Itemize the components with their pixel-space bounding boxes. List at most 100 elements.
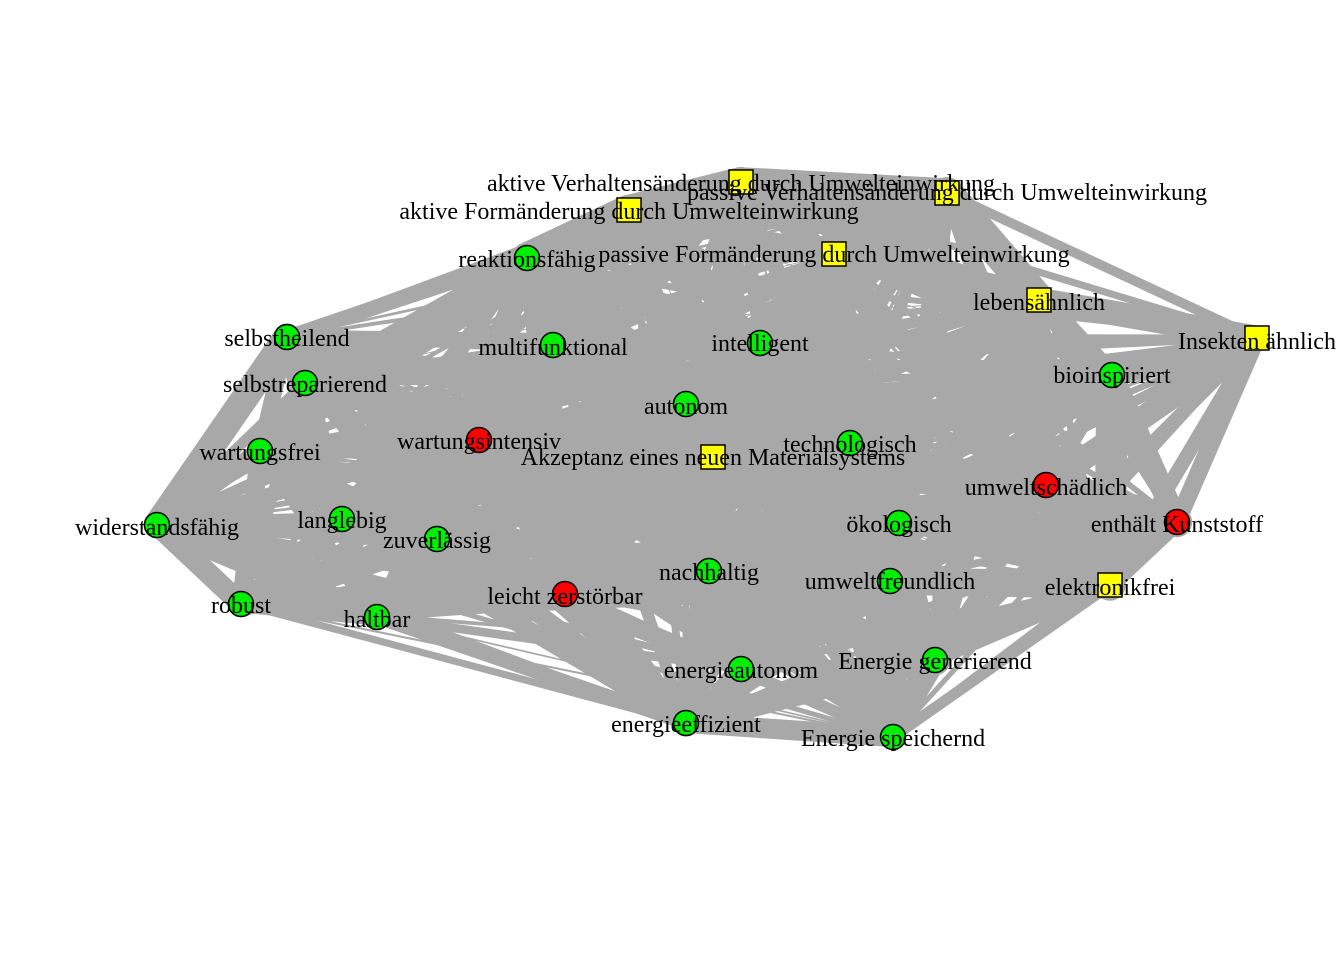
- edge-reaktionsfaehig-intelligent: [512, 243, 775, 358]
- edge-leicht-zerstoerbar-energieeffizient: [557, 586, 694, 731]
- node-zuverlaessig: [423, 525, 451, 553]
- edge-haltbar-energieautonom: [372, 612, 746, 674]
- edge-robust-energie-speichernd: [239, 602, 895, 739]
- edge-bioinspiriert-enthaelt-kunststoff: [1100, 363, 1189, 534]
- node-reaktionsfaehig: [513, 244, 541, 272]
- node-widerstandsfaehig: [143, 511, 171, 539]
- node-umweltfreundlich: [876, 567, 904, 595]
- node-energie-generierend: [921, 646, 949, 674]
- edge-wartungsintensiv-technologisch: [469, 430, 860, 453]
- node-label-multifunktional: multifunktional: [478, 335, 628, 361]
- node-label-umweltschaedlich: umweltschädlich: [965, 475, 1128, 501]
- edge-technologisch-langlebig: [339, 440, 853, 522]
- labels-layer: aktive Verhaltensänderung durch Umweltei…: [75, 171, 1336, 752]
- edge-leicht-zerstoerbar-energie-generierend: [562, 591, 938, 663]
- node-insekten-aehnlich: [1244, 325, 1270, 351]
- edge-intelligent-bioinspiriert: [756, 339, 1116, 379]
- node-label-aktive-formaenderung: aktive Formänderung durch Umwelteinwirku…: [399, 199, 858, 225]
- nodes-layer: [143, 169, 1270, 751]
- node-aktive-formaenderung: [616, 197, 642, 223]
- node-elektronikfrei: [1097, 572, 1123, 598]
- node-passive-formaenderung: [821, 241, 847, 267]
- node-technologisch: [836, 429, 864, 457]
- edge-wartungsfrei-widerstandsfaehig: [147, 441, 270, 535]
- node-label-energie-speichernd: Energie speichernd: [801, 726, 985, 752]
- node-label-reaktionsfaehig: reaktionsfähig: [458, 247, 595, 273]
- edge-technologisch-widerstandsfaehig: [156, 442, 851, 526]
- node-label-nachhaltig: nachhaltig: [659, 560, 759, 586]
- edge-enthaelt-kunststoff-umweltfreundlich: [886, 518, 1181, 585]
- edge-umweltfreundlich-energieeffizient: [680, 575, 896, 729]
- node-wartungsfrei: [246, 437, 274, 465]
- node-label-widerstandsfaehig: widerstandsfähig: [75, 515, 239, 541]
- edge-insekten-aehnlich-enthaelt-kunststoff: [1168, 329, 1266, 531]
- node-label-oekologisch: ökologisch: [846, 512, 951, 538]
- node-multifunktional: [539, 331, 567, 359]
- node-label-intelligent: intelligent: [711, 331, 809, 357]
- node-bioinspiriert: [1098, 361, 1126, 389]
- node-label-autonom: autonom: [644, 394, 728, 420]
- node-enthaelt-kunststoff: [1163, 508, 1191, 536]
- edge-energie-generierend-energieeffizient: [675, 649, 946, 734]
- node-label-passive-verhaltensaenderung: passive Verhaltensänderung durch Umwelte…: [687, 180, 1207, 206]
- node-energieeffizient: [672, 709, 700, 737]
- edge-reaktionsfaehig-bioinspiriert: [523, 254, 1116, 379]
- node-akzeptanz: [700, 444, 726, 470]
- edge-selbstheilend-widerstandsfaehig: [143, 323, 301, 539]
- node-label-passive-formaenderung: passive Formänderung durch Umwelteinwirk…: [598, 242, 1069, 268]
- node-label-selbstheilend: selbstheilend: [224, 326, 349, 352]
- node-label-selbstreparierend: selbstreparierend: [223, 372, 387, 398]
- node-langlebig: [328, 505, 356, 533]
- node-label-leicht-zerstoerbar: leicht zerstörbar: [487, 584, 642, 610]
- node-autonom: [672, 390, 700, 418]
- node-label-enthaelt-kunststoff: enthält Kunststoff: [1091, 512, 1263, 538]
- node-label-umweltfreundlich: umweltfreundlich: [805, 569, 976, 595]
- node-energieautonom: [727, 655, 755, 683]
- edge-enthaelt-kunststoff-energie-generierend: [928, 515, 1184, 667]
- edge-enthaelt-kunststoff-oekologisch: [889, 512, 1187, 533]
- node-wartungsintensiv: [465, 426, 493, 454]
- edge-leicht-zerstoerbar-haltbar: [370, 587, 572, 624]
- node-selbstreparierend: [291, 369, 319, 397]
- edge-wartungsfrei-wartungsintensiv: [247, 427, 492, 464]
- node-label-wartungsintensiv: wartungsintensiv: [397, 429, 561, 455]
- edge-enthaelt-kunststoff-energieautonom: [737, 518, 1181, 673]
- node-label-wartungsfrei: wartungsfrei: [199, 440, 321, 466]
- node-leicht-zerstoerbar: [551, 580, 579, 608]
- node-label-energie-generierend: Energie generierend: [838, 649, 1031, 675]
- node-label-insekten-aehnlich: Insekten ähnlich: [1178, 329, 1336, 355]
- node-label-langlebig: langlebig: [297, 508, 386, 534]
- node-label-energieeffizient: energieeffizient: [611, 712, 761, 738]
- node-passive-verhaltensaenderung: [934, 180, 960, 206]
- edge-passive-formaenderung-reaktionsfaehig: [524, 251, 837, 261]
- edge-selbstreparierend-autonom: [302, 380, 689, 407]
- node-label-zuverlaessig: zuverlässig: [383, 528, 491, 554]
- edge-wartungsintensiv-widerstandsfaehig: [149, 432, 487, 533]
- edge-energie-generierend-energie-speichernd: [884, 651, 944, 746]
- edge-energieeffizient-energie-speichernd: [675, 712, 904, 748]
- node-label-bioinspiriert: bioinspiriert: [1053, 363, 1171, 389]
- node-label-haltbar: haltbar: [344, 607, 411, 633]
- edge-nachhaltig-energie-speichernd: [696, 558, 906, 750]
- node-label-lebensaehnlich: lebensähnlich: [973, 290, 1105, 316]
- edge-intelligent-selbstreparierend: [298, 336, 767, 390]
- edge-zuverlaessig-oekologisch: [434, 520, 902, 542]
- node-label-aktive-verhaltensaenderung: aktive Verhaltensänderung durch Umweltei…: [487, 171, 995, 197]
- node-intelligent: [746, 329, 774, 357]
- node-robust: [227, 590, 255, 618]
- node-label-robust: robust: [211, 593, 271, 619]
- edge-haltbar-energie-generierend: [376, 616, 936, 661]
- node-lebensaehnlich: [1026, 287, 1052, 313]
- edge-umweltschaedlich-zuverlaessig: [435, 483, 1048, 541]
- node-energie-speichernd: [879, 723, 907, 751]
- edge-haltbar-energieeffizient: [369, 609, 694, 731]
- node-label-akzeptanz: Akzeptanz eines neuen Materialsystems: [521, 445, 906, 471]
- node-selbstheilend: [273, 323, 301, 351]
- edges-layer: [143, 166, 1270, 750]
- node-nachhaltig: [695, 557, 723, 585]
- node-label-technologisch: technologisch: [783, 432, 916, 458]
- edge-insekten-aehnlich-reaktionsfaehig: [524, 255, 1260, 341]
- edge-zuverlaessig-robust: [227, 525, 451, 618]
- node-label-elektronikfrei: elektronikfrei: [1045, 575, 1176, 601]
- edge-bioinspiriert-selbstreparierend: [301, 371, 1116, 387]
